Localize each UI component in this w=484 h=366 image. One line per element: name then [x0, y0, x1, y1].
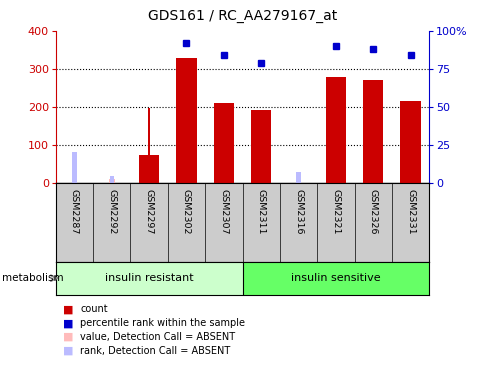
- Bar: [138, 154, 159, 183]
- Text: ■: ■: [63, 318, 74, 328]
- Text: insulin resistant: insulin resistant: [105, 273, 193, 283]
- Bar: [295, 179, 301, 183]
- Bar: [242, 262, 428, 295]
- Bar: [109, 176, 114, 183]
- Text: rank, Detection Call = ABSENT: rank, Detection Call = ABSENT: [80, 346, 230, 356]
- Text: GSM2302: GSM2302: [182, 188, 191, 234]
- Text: GSM2321: GSM2321: [331, 188, 340, 234]
- Bar: [362, 81, 383, 183]
- Bar: [213, 103, 234, 183]
- Text: GSM2307: GSM2307: [219, 188, 228, 234]
- Text: GSM2326: GSM2326: [368, 188, 377, 234]
- Text: GSM2292: GSM2292: [107, 188, 116, 234]
- Text: value, Detection Call = ABSENT: value, Detection Call = ABSENT: [80, 332, 235, 342]
- Text: GSM2311: GSM2311: [256, 188, 265, 234]
- Text: GSM2287: GSM2287: [70, 188, 79, 234]
- Text: insulin sensitive: insulin sensitive: [290, 273, 380, 283]
- Text: GSM2331: GSM2331: [405, 188, 414, 234]
- Bar: [72, 176, 77, 183]
- Text: percentile rank within the sample: percentile rank within the sample: [80, 318, 244, 328]
- Text: ■: ■: [63, 332, 74, 342]
- Text: GDS161 / RC_AA279167_at: GDS161 / RC_AA279167_at: [148, 9, 336, 23]
- Bar: [296, 172, 300, 183]
- Text: metabolism: metabolism: [2, 273, 64, 283]
- Text: ■: ■: [63, 304, 74, 314]
- Bar: [399, 101, 420, 183]
- Bar: [176, 58, 197, 183]
- Text: ■: ■: [63, 346, 74, 356]
- Bar: [109, 179, 114, 183]
- Text: GSM2316: GSM2316: [293, 188, 302, 234]
- Bar: [250, 110, 271, 183]
- Bar: [148, 108, 150, 183]
- Bar: [72, 152, 76, 183]
- Text: count: count: [80, 304, 107, 314]
- Bar: [325, 77, 346, 183]
- Text: GSM2297: GSM2297: [144, 188, 153, 234]
- Bar: [56, 262, 242, 295]
